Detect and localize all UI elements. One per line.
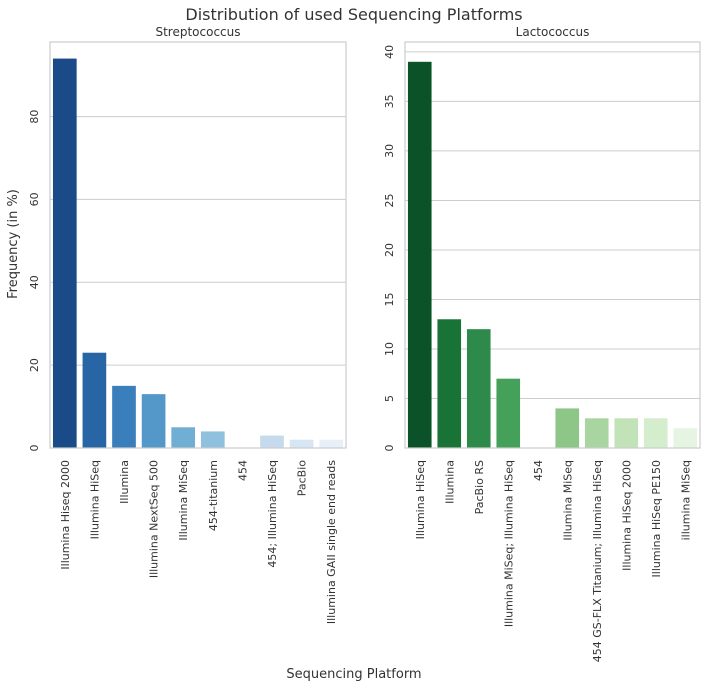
bar <box>171 427 196 448</box>
bar <box>112 385 136 448</box>
x-tick-label: 454 <box>532 460 545 481</box>
chart-panel-lactococcus: 0 5 10 15 20 25 30 35 40 Illumina HiSeq Illumina Pa… <box>383 25 701 662</box>
x-tick-label: PacBio <box>296 460 309 497</box>
x-tick-label: PacBio RS <box>473 460 486 514</box>
y-tick-label: 20 <box>28 358 41 372</box>
y-tick-label: 20 <box>383 243 396 257</box>
x-tick-label: 454-titanium <box>207 460 220 531</box>
x-tick-label: Illumina GAII single end reads <box>325 460 338 624</box>
chart-panel-streptococcus: 0 20 40 60 80 Illumina Hiseq 2000 Illumina HiS… <box>28 25 347 624</box>
bar <box>614 418 639 448</box>
y-tick-label: 30 <box>383 144 396 158</box>
bar <box>141 394 166 448</box>
x-tick-label: Illumina HiSeq PE150 <box>650 460 663 577</box>
y-tick-label: 10 <box>383 342 396 356</box>
y-tick-label: 80 <box>28 110 41 124</box>
y-tick-label: 0 <box>383 445 396 452</box>
bar <box>407 61 432 449</box>
y-tick-label: 35 <box>383 94 396 108</box>
x-tick-label: Illumina <box>118 460 131 504</box>
y-tick-label: 60 <box>28 192 41 206</box>
y-tick-label: 5 <box>383 395 396 402</box>
x-tick-label: Illumina HiSeq <box>88 460 101 539</box>
bar <box>260 435 284 448</box>
x-tick-label: Illumina HiSeq <box>414 460 427 539</box>
plot-frame <box>49 41 347 449</box>
x-tick-label: 454 GS-FLX Titanium; Illumina HiSeq <box>591 460 604 662</box>
bar <box>555 408 580 448</box>
y-tick-label: 15 <box>383 292 396 306</box>
y-tick-label: 25 <box>383 193 396 207</box>
bar <box>673 428 698 448</box>
x-tick-label: Illumina HiSeq 2000 <box>620 460 633 571</box>
x-tick-label: Illumina <box>443 460 456 504</box>
y-tick-label: 40 <box>28 275 41 289</box>
x-tick-label: Illumina MiSeq; Illumina HiSeq <box>502 460 515 627</box>
bar <box>584 418 609 448</box>
x-tick-label: 454; Illumina HiSeq <box>266 460 279 568</box>
figure-title: Distribution of used Sequencing Platform… <box>185 5 522 24</box>
bar <box>496 378 521 448</box>
plot-frame <box>404 41 701 449</box>
bar <box>319 439 344 448</box>
bar <box>289 439 314 448</box>
x-tick-label: Illumina MiSeq <box>177 460 190 541</box>
x-tick-label: Illumina MiSeq <box>561 460 574 541</box>
bar <box>52 58 77 448</box>
x-tick-label: Illumina Hiseq 2000 <box>59 460 72 570</box>
bar <box>643 418 668 448</box>
x-tick-label: Illumina NextSeq 500 <box>148 460 161 578</box>
subplot-title: Streptococcus <box>155 25 240 39</box>
y-tick-label: 0 <box>28 445 41 452</box>
x-axis-label: Sequencing Platform <box>286 667 421 682</box>
y-tick-label: 40 <box>383 45 396 59</box>
bar <box>437 319 462 448</box>
x-tick-label: illumina MiSeq <box>679 460 692 540</box>
x-tick-label: 454 <box>236 460 249 481</box>
subplot-title: Lactococcus <box>516 25 590 39</box>
bar <box>82 352 107 448</box>
bar <box>200 431 225 448</box>
bar <box>466 329 491 448</box>
y-axis-label: Frequency (in %) <box>6 189 21 299</box>
